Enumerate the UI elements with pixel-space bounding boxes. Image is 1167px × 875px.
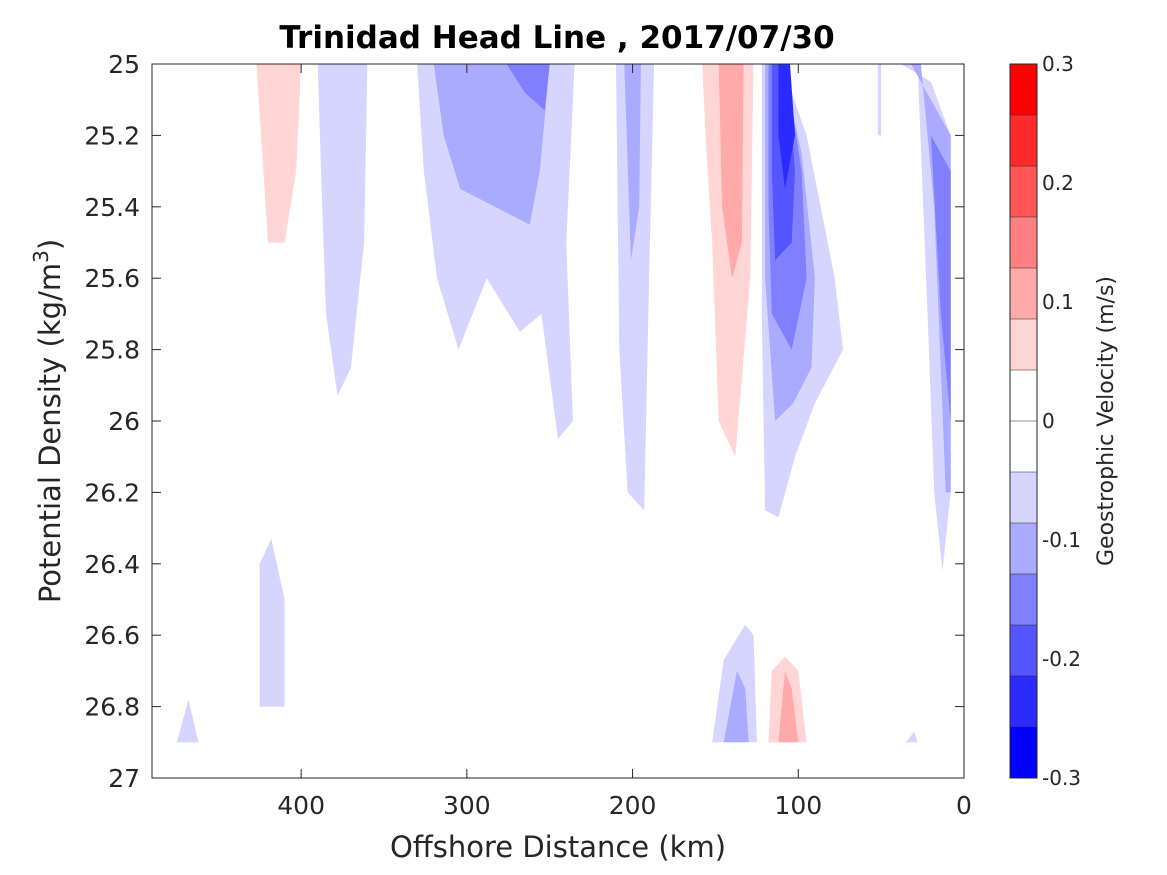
colorbar-swatch [1010, 217, 1037, 268]
y-tick-label: 25 [108, 50, 140, 79]
y-tick-label: 26.6 [84, 621, 140, 650]
x-tick-label: 200 [609, 791, 657, 820]
contour-region-32 [906, 731, 918, 743]
colorbar-tick-label: -0.2 [1042, 647, 1081, 671]
colorbar-tick-label: 0.3 [1042, 52, 1074, 76]
contour-region-31 [906, 563, 935, 653]
x-axis-label: Offshore Distance (km) [390, 830, 726, 864]
colorbar [1009, 63, 1038, 779]
contour-region-8 [624, 64, 641, 261]
contour-region-19 [930, 135, 951, 421]
colorbar-swatch [1010, 166, 1037, 217]
chart-title: Trinidad Head Line , 2017/07/30 [279, 20, 834, 56]
contour-region-22 [176, 699, 199, 743]
colorbar-swatch [1010, 115, 1037, 166]
y-tick-label: 25.4 [84, 193, 140, 222]
contour-region-23 [326, 663, 355, 743]
contour-region-7 [616, 64, 655, 511]
colorbar-frame [1009, 63, 1038, 779]
colorbar-tick-label: -0.1 [1042, 528, 1081, 552]
colorbar-ticks: 0.3 0.2 0.1 0 -0.1 -0.2 -0.3 [1042, 52, 1081, 790]
y-tick-label: 26.4 [84, 550, 140, 579]
contour-region-16 [778, 64, 795, 189]
y-tick-label: 25.2 [84, 121, 140, 150]
y-tick-label: 26 [108, 407, 140, 436]
y-axis-label-superscript: 3 [29, 250, 53, 263]
colorbar-tick-label: -0.3 [1042, 766, 1081, 790]
y-tick-label: 26.2 [84, 478, 140, 507]
contour-region-3 [317, 64, 368, 396]
colorbar-swatch [1010, 727, 1037, 778]
y-tick-label: 26.8 [84, 693, 140, 722]
x-tick-label: 0 [956, 791, 972, 820]
x-axis-ticks: 400 300 200 100 0 [277, 64, 972, 820]
y-tick-label: 25.8 [84, 336, 140, 365]
contour-region-25 [629, 699, 650, 743]
x-tick-label: 100 [774, 791, 822, 820]
colorbar-tick-label: 0.2 [1042, 171, 1074, 195]
colorbar-tick-label: 0.1 [1042, 290, 1074, 314]
colorbar-swatch [1010, 523, 1037, 574]
x-tick-label: 400 [277, 791, 325, 820]
contour-region-2 [256, 64, 302, 243]
contour-region-5 [433, 64, 550, 225]
contour-region-0 [171, 64, 202, 207]
colorbar-swatch [1010, 676, 1037, 727]
colorbar-swatch [1010, 421, 1037, 472]
contour-region-11 [718, 64, 744, 279]
colorbar-swatch [1010, 64, 1037, 115]
contour-region-30 [778, 670, 799, 743]
colorbar-swatch [1010, 472, 1037, 523]
y-tick-label: 27 [108, 764, 140, 793]
colorbar-swatch [1010, 319, 1037, 370]
contour-region-6 [506, 64, 550, 111]
colorbar-label: Geostrophic Velocity (m/s) [1094, 276, 1119, 566]
contour-region-27 [723, 670, 749, 743]
x-tick-label: 300 [443, 791, 491, 820]
contour-region-20 [877, 64, 882, 136]
colorbar-swatch [1010, 574, 1037, 625]
contour-regions [171, 64, 951, 743]
y-axis-ticks: 25 25.2 25.4 25.6 25.8 26 26.2 26.4 26.6 26.8 27 [84, 50, 964, 793]
colorbar-swatch [1010, 268, 1037, 319]
colorbar-swatch [1010, 370, 1037, 421]
y-axis-label: Potential Density (kg/m3) [29, 239, 67, 603]
contour-region-21 [259, 538, 285, 707]
colorbar-tick-label: 0 [1042, 409, 1055, 433]
contour-region-24 [428, 635, 562, 743]
colorbar-swatch [1010, 625, 1037, 676]
y-tick-label: 25.6 [84, 264, 140, 293]
